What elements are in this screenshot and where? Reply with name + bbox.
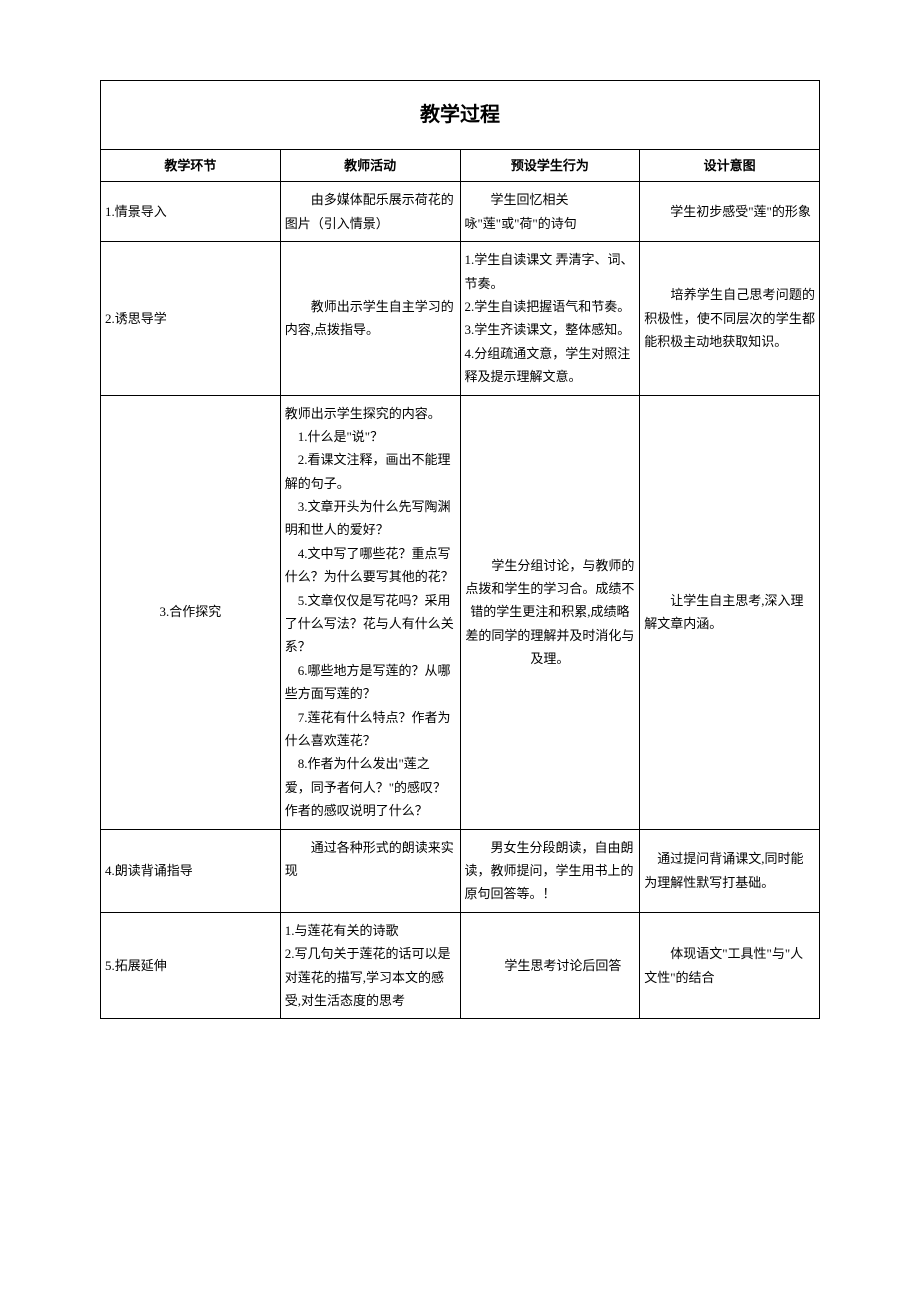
student-line: 1.学生自读课文 弄清字、词、节奏。 (465, 248, 636, 295)
teacher-line: 1.与莲花有关的诗歌 (285, 919, 456, 942)
teacher-line: 6.哪些地方是写莲的？从哪些方面写莲的？ (285, 659, 456, 706)
teacher-line: 4.文中写了哪些花？重点写什么？为什么要写其他的花？ (285, 542, 456, 589)
table-row: 2.诱思导学 教师出示学生自主学习的内容,点拨指导。 1.学生自读课文 弄清字、… (101, 242, 820, 395)
teacher-cell: 教师出示学生探究的内容。 1.什么是"说"？ 2.看课文注释，画出不能理解的句子… (280, 395, 460, 829)
title-row: 教学过程 (101, 81, 820, 150)
teacher-line: 7.莲花有什么特点？作者为什么喜欢莲花？ (285, 706, 456, 753)
stage-cell: 4.朗读背诵指导 (101, 829, 281, 912)
table-row: 3.合作探究 教师出示学生探究的内容。 1.什么是"说"？ 2.看课文注释，画出… (101, 395, 820, 829)
student-cell: 学生分组讨论，与教师的点拨和学生的学习合。成绩不错的学生更注和积累,成绩略差的同… (460, 395, 640, 829)
student-line: 2.学生自读把握语气和节奏。 (465, 295, 636, 318)
teacher-line: 1.什么是"说"？ (285, 425, 456, 448)
header-stage: 教学环节 (101, 150, 281, 182)
teacher-line: 教师出示学生探究的内容。 (285, 402, 456, 425)
intent-cell: 通过提问背诵课文,同时能为理解性默写打基础。 (640, 829, 820, 912)
stage-cell: 2.诱思导学 (101, 242, 281, 395)
stage-cell: 3.合作探究 (101, 395, 281, 829)
stage-cell: 1.情景导入 (101, 182, 281, 242)
intent-cell: 培养学生自己思考问题的积极性，使不同层次的学生都能积极主动地获取知识。 (640, 242, 820, 395)
intent-cell: 让学生自主思考,深入理解文章内涵。 (640, 395, 820, 829)
intent-cell: 学生初步感受"莲"的形象 (640, 182, 820, 242)
teaching-process-table: 教学过程 教学环节 教师活动 预设学生行为 设计意图 1.情景导入 由多媒体配乐… (100, 80, 820, 1019)
student-line: 3.学生齐读课文，整体感知。 (465, 318, 636, 341)
header-intent: 设计意图 (640, 150, 820, 182)
student-cell: 学生回忆相关咏"莲"或"荷"的诗句 (460, 182, 640, 242)
teacher-line: 2.看课文注释，画出不能理解的句子。 (285, 448, 456, 495)
table-row: 4.朗读背诵指导 通过各种形式的朗读来实现 男女生分段朗读，自由朗读，教师提问，… (101, 829, 820, 912)
teacher-cell: 教师出示学生自主学习的内容,点拨指导。 (280, 242, 460, 395)
header-teacher: 教师活动 (280, 150, 460, 182)
teacher-line: 5.文章仅仅是写花吗？采用了什么写法？花与人有什么关系？ (285, 589, 456, 659)
header-row: 教学环节 教师活动 预设学生行为 设计意图 (101, 150, 820, 182)
stage-cell: 5.拓展延伸 (101, 912, 281, 1019)
header-student: 预设学生行为 (460, 150, 640, 182)
table-row: 5.拓展延伸 1.与莲花有关的诗歌 2.写几句关于莲花的话可以是对莲花的描写,学… (101, 912, 820, 1019)
teacher-cell: 由多媒体配乐展示荷花的图片（引入情景） (280, 182, 460, 242)
teacher-line: 3.文章开头为什么先写陶渊明和世人的爱好？ (285, 495, 456, 542)
intent-cell: 体现语文"工具性"与"人文性"的结合 (640, 912, 820, 1019)
student-line: 4.分组疏通文意，学生对照注释及提示理解文意。 (465, 342, 636, 389)
table-title: 教学过程 (101, 81, 820, 150)
student-cell: 学生思考讨论后回答 (460, 912, 640, 1019)
student-cell: 1.学生自读课文 弄清字、词、节奏。 2.学生自读把握语气和节奏。 3.学生齐读… (460, 242, 640, 395)
teacher-line: 2.写几句关于莲花的话可以是对莲花的描写,学习本文的感受,对生活态度的思考 (285, 942, 456, 1012)
teacher-cell: 通过各种形式的朗读来实现 (280, 829, 460, 912)
teacher-cell: 1.与莲花有关的诗歌 2.写几句关于莲花的话可以是对莲花的描写,学习本文的感受,… (280, 912, 460, 1019)
teacher-line: 8.作者为什么发出"莲之爱，同予者何人？"的感叹？作者的感叹说明了什么？ (285, 752, 456, 822)
table-row: 1.情景导入 由多媒体配乐展示荷花的图片（引入情景） 学生回忆相关咏"莲"或"荷… (101, 182, 820, 242)
student-cell: 男女生分段朗读，自由朗读，教师提问，学生用书上的原句回答等。！ (460, 829, 640, 912)
